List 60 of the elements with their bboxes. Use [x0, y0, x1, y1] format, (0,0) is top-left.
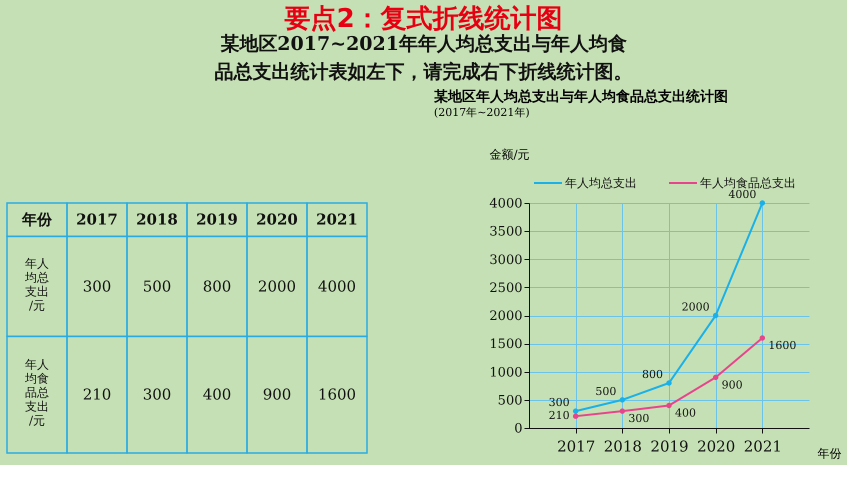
- point: [666, 380, 672, 386]
- x-tick-label: 2019: [650, 438, 689, 456]
- y-tick-label: 1000: [489, 365, 522, 380]
- data-label: 800: [202, 277, 232, 296]
- y-tick-label: 500: [498, 393, 522, 408]
- data-label: 210: [82, 386, 112, 404]
- data-label: 2000: [682, 300, 710, 314]
- point: [620, 397, 626, 403]
- data-label: 800: [642, 368, 663, 381]
- data-label: 1600: [318, 386, 356, 404]
- chart-title: 某地区年人均总支出与年人均食品总支出统计图: [432, 88, 728, 105]
- text: 要点2：复式折线统计图: [284, 4, 563, 34]
- point: [760, 335, 766, 341]
- y-tick-label: 1500: [489, 337, 522, 352]
- data-label: 4000: [728, 188, 756, 201]
- data-label: 300: [628, 412, 650, 426]
- y-tick-label: 2500: [489, 280, 522, 296]
- data-label: 4000: [318, 277, 356, 296]
- x-tick-label: 2021: [744, 438, 782, 456]
- x-axis-title: 年份: [818, 446, 842, 460]
- x-tick-label: 2019: [196, 210, 238, 229]
- data-label: 400: [675, 406, 696, 420]
- data-label: 300: [142, 386, 172, 404]
- point: [572, 413, 578, 419]
- y-tick-label: 3500: [489, 224, 522, 240]
- x-tick-label: 2020: [256, 210, 298, 229]
- y-axis-title: 金额/元: [490, 148, 530, 162]
- y-tick-label: 3000: [489, 252, 522, 268]
- point: [666, 402, 672, 408]
- data-label: 400: [202, 386, 232, 404]
- point: [712, 312, 718, 318]
- y-tick-label: 2000: [489, 309, 522, 324]
- y-tick-label: 4000: [489, 196, 522, 212]
- point: [572, 408, 578, 414]
- x-tick-label: 2018: [136, 210, 178, 229]
- data-label: 500: [595, 384, 616, 398]
- data-label: 2000: [258, 277, 296, 296]
- legend-label: 年人均总支出: [565, 176, 637, 190]
- data-label: 900: [262, 386, 292, 404]
- point: [620, 408, 626, 414]
- data-label: 900: [722, 378, 743, 392]
- point: [712, 374, 718, 380]
- point: [760, 200, 766, 206]
- x-tick-label: 2017: [557, 438, 596, 456]
- x-tick-label: 2018: [604, 438, 642, 456]
- y-tick-label: 0: [514, 422, 522, 436]
- data-label: 300: [548, 396, 570, 410]
- chart-subtitle: (2017年~2021年): [434, 106, 530, 119]
- text: 某地区2017~2021年年人均总支出与年人均食品总支出统计表如左下，请完成右下折线统计图。: [214, 33, 633, 83]
- data-label: 210: [548, 409, 570, 422]
- x-tick-label: 2020: [697, 438, 736, 456]
- x-axis-title: 年份: [21, 210, 53, 229]
- x-tick-label: 2021: [316, 210, 358, 229]
- data-label: 1600: [768, 339, 796, 352]
- x-tick-label: 2017: [76, 210, 118, 229]
- data-label: 300: [82, 277, 112, 296]
- data-label: 500: [142, 277, 172, 296]
- legend-label: 年人均食品总支出: [700, 176, 796, 190]
- y-tick-label: 年人均总支出/元: [24, 256, 49, 312]
- y-tick-label: 年人均食品总支出/元: [24, 358, 49, 428]
